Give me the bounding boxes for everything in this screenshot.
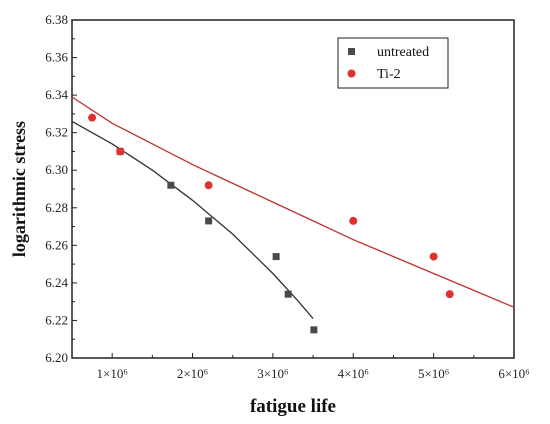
data-point-ti-2	[204, 181, 213, 190]
legend-label-untreated: untreated	[377, 45, 429, 60]
legend-marker-ti-2	[347, 69, 356, 78]
y-tick-label: 6.30	[45, 162, 68, 177]
data-point-ti-2	[88, 113, 97, 122]
y-tick-label: 6.26	[45, 237, 68, 252]
y-tick-label: 6.38	[45, 12, 68, 27]
x-axis-title: fatigue life	[250, 396, 336, 417]
fit-curves	[71, 96, 515, 320]
y-tick-label: 6.32	[45, 125, 68, 140]
x-tick-label: 1×10⁶	[96, 366, 127, 381]
data-point-ti-2	[445, 290, 454, 299]
y-axis-title: logarithmic stress	[9, 121, 29, 257]
x-tick-label: 6×10⁶	[498, 366, 529, 381]
data-point-untreated	[167, 181, 175, 189]
x-tick-label: 2×10⁶	[177, 366, 208, 381]
data-point-untreated	[272, 253, 280, 261]
x-tick-label: 3×10⁶	[257, 366, 288, 381]
y-tick-label: 6.24	[45, 275, 68, 290]
y-axis: 6.20 6.22 6.24 6.26 6.28 6.30 6.32 6.34 6.36 6.38	[45, 12, 77, 365]
x-axis: 1×10⁶ 2×10⁶ 3×10⁶ 4×10⁶ 5×10⁶ 6×10⁶	[96, 353, 530, 381]
legend-marker-untreated	[348, 48, 355, 55]
x-tick-label: 5×10⁶	[418, 366, 449, 381]
data-point-ti-2	[429, 252, 438, 261]
x-tick-label: 4×10⁶	[338, 366, 369, 381]
data-point-untreated	[205, 217, 213, 225]
fit-line-ti-2	[71, 96, 515, 308]
y-tick-label: 6.20	[45, 350, 68, 365]
legend-box	[337, 37, 449, 89]
y-tick-label: 6.36	[45, 50, 68, 65]
legend: untreated Ti-2	[337, 37, 449, 89]
data-point-untreated	[310, 326, 318, 334]
data-point-ti-2	[349, 216, 358, 225]
data-points	[88, 113, 454, 334]
y-tick-label: 6.22	[45, 312, 68, 327]
fit-line-untreated	[71, 120, 314, 320]
data-point-ti-2	[116, 147, 125, 156]
y-tick-label: 6.28	[45, 200, 68, 215]
y-tick-label: 6.34	[45, 87, 68, 102]
data-point-untreated	[284, 290, 292, 298]
legend-label-ti-2: Ti-2	[377, 67, 401, 82]
